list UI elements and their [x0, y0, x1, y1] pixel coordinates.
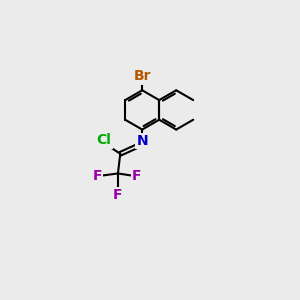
- Text: F: F: [113, 188, 123, 203]
- Text: Br: Br: [134, 69, 151, 83]
- Text: F: F: [132, 169, 141, 183]
- Text: Cl: Cl: [97, 134, 112, 147]
- Text: N: N: [136, 134, 148, 148]
- Text: F: F: [92, 169, 102, 183]
